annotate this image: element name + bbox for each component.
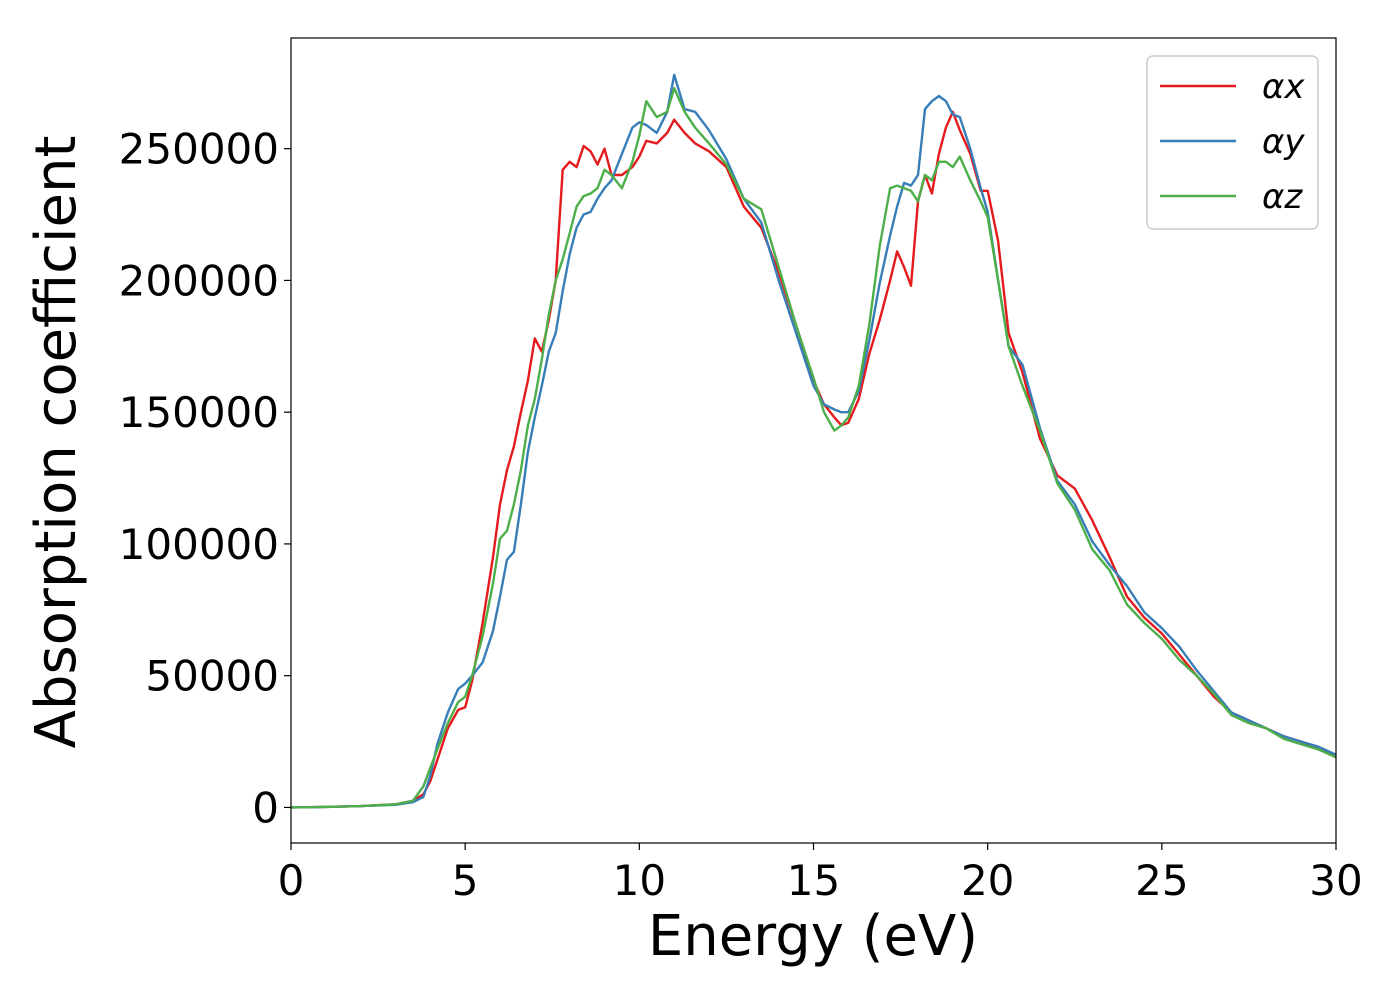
y-axis-label: Absorption coefficient	[24, 136, 89, 749]
y-axis-ticks: 0 50000 100000 150000 200000 250000	[119, 125, 291, 832]
plot-frame	[290, 37, 1337, 844]
x-tick-label: 25	[1135, 856, 1188, 905]
legend-label-alpha-y: αy	[1262, 122, 1305, 162]
y-tick-label: 100000	[119, 520, 279, 569]
y-tick-label: 0	[252, 783, 279, 832]
y-tick-label: 200000	[119, 256, 279, 305]
series-line-alpha-x	[290, 110, 1337, 809]
x-axis-ticks: 0 5 10 15 20 25 30	[278, 843, 1363, 905]
x-tick-label: 30	[1309, 856, 1362, 905]
y-tick-label: 150000	[119, 388, 279, 437]
series-layer	[290, 73, 1337, 809]
x-tick-label: 20	[961, 856, 1014, 905]
y-tick-label: 250000	[119, 125, 279, 174]
legend-label-alpha-x: αx	[1262, 67, 1305, 107]
x-tick-label: 5	[452, 856, 479, 905]
legend-frame	[1146, 55, 1319, 230]
y-tick-label: 50000	[145, 652, 279, 701]
legend-label-alpha-z: αz	[1262, 177, 1303, 217]
legend: αx αy αz	[1146, 55, 1319, 230]
x-axis-label: Energy (eV)	[648, 904, 978, 969]
x-tick-label: 0	[278, 856, 305, 905]
series-line-alpha-z	[290, 86, 1337, 809]
series-line-alpha-y	[290, 73, 1337, 809]
x-tick-label: 15	[787, 856, 840, 905]
x-tick-label: 10	[613, 856, 666, 905]
